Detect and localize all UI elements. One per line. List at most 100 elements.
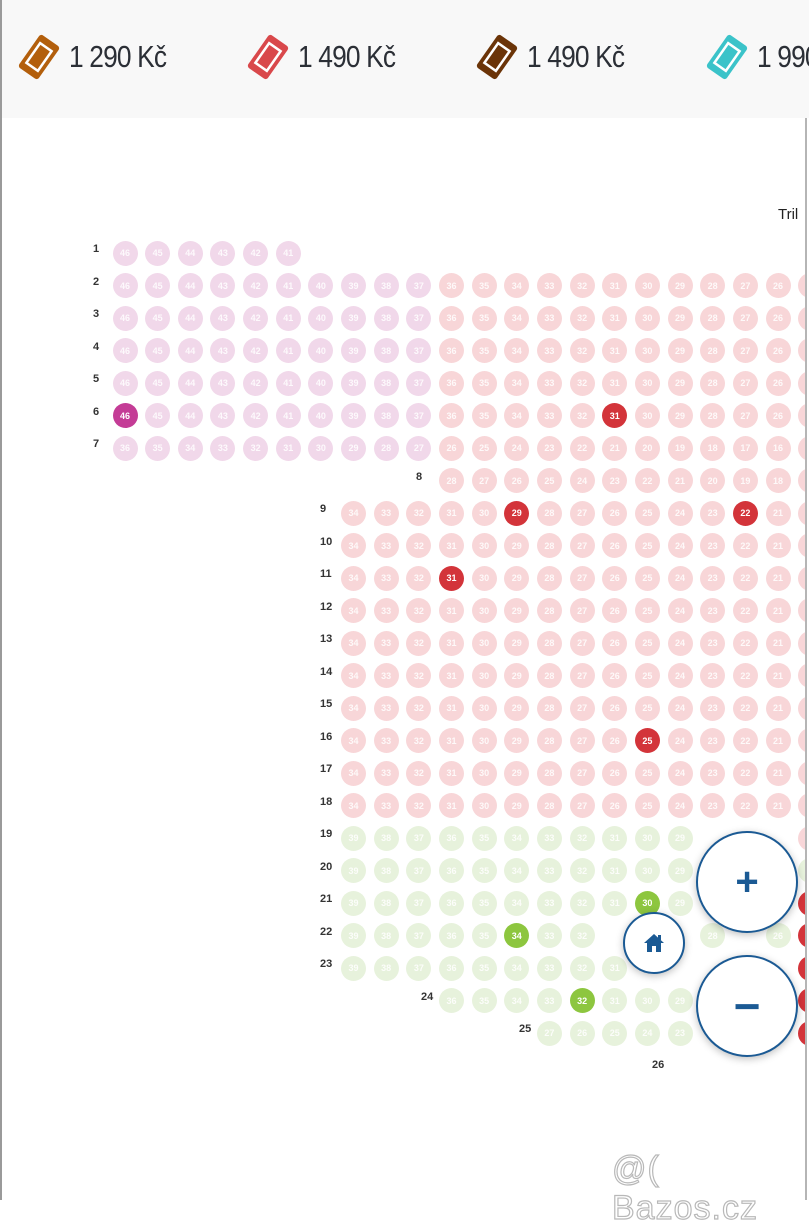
seat[interactable]: 22 <box>732 728 758 753</box>
seat[interactable]: 32 <box>243 435 269 461</box>
seat[interactable]: 37 <box>406 403 432 428</box>
seat[interactable]: 37 <box>406 305 432 331</box>
seat[interactable]: 22 <box>732 533 758 558</box>
seat[interactable]: 29 <box>667 305 693 331</box>
seat[interactable]: 26 <box>569 1020 595 1046</box>
seat[interactable]: 32 <box>406 695 432 721</box>
seat[interactable]: 29 <box>341 435 367 461</box>
seat[interactable]: 46 <box>112 370 138 396</box>
seat[interactable]: 45 <box>145 338 171 363</box>
seat[interactable]: 30 <box>471 728 497 753</box>
seat[interactable]: 46 <box>112 273 138 298</box>
seat[interactable]: 42 <box>243 370 269 396</box>
seat[interactable]: 25 <box>798 338 805 363</box>
seat-selected[interactable]: 46 <box>112 403 138 428</box>
seat[interactable]: 23 <box>700 760 726 786</box>
seat[interactable]: 33 <box>373 695 399 721</box>
seat-selected[interactable]: 22 <box>732 500 758 526</box>
seat[interactable]: 28 <box>536 728 562 753</box>
seat[interactable]: 34 <box>341 500 367 526</box>
seat[interactable]: 29 <box>667 825 693 851</box>
seat[interactable]: 25 <box>634 760 660 786</box>
seat[interactable]: 30 <box>634 403 660 428</box>
seat[interactable]: 25 <box>634 630 660 656</box>
seat[interactable]: 26 <box>602 598 628 623</box>
seat[interactable]: 43 <box>210 273 236 298</box>
seat[interactable]: 20 <box>798 598 805 623</box>
seat[interactable]: 25 <box>798 825 805 851</box>
seat[interactable]: 33 <box>536 858 562 883</box>
seat[interactable]: 38 <box>373 338 399 363</box>
seat[interactable]: 36 <box>439 273 464 298</box>
seat[interactable]: 25 <box>634 565 660 591</box>
seat[interactable]: 42 <box>243 403 269 428</box>
seat[interactable]: 40 <box>308 305 334 331</box>
seat[interactable]: 25 <box>536 468 562 493</box>
seat[interactable]: 34 <box>341 760 367 786</box>
seat[interactable]: 34 <box>504 955 530 981</box>
seat[interactable]: 28 <box>700 273 726 298</box>
seat[interactable]: 18 <box>700 435 726 461</box>
seat[interactable]: 28 <box>700 338 726 363</box>
seat[interactable]: 45 <box>145 273 171 298</box>
seat[interactable]: 20 <box>798 695 805 721</box>
seat-selected[interactable]: 25 <box>798 955 805 981</box>
seat[interactable]: 35 <box>471 988 497 1013</box>
seat[interactable]: 33 <box>373 760 399 786</box>
seat[interactable]: 34 <box>177 435 203 461</box>
seat[interactable]: 25 <box>798 370 805 396</box>
price-item[interactable]: 1 990 Kč <box>705 32 809 82</box>
seat[interactable]: 36 <box>439 825 464 851</box>
seat[interactable]: 43 <box>210 338 236 363</box>
seat[interactable]: 25 <box>798 273 805 298</box>
seat[interactable]: 35 <box>145 435 171 461</box>
seat[interactable]: 35 <box>471 955 497 981</box>
seat[interactable]: 27 <box>732 403 758 428</box>
seat[interactable]: 23 <box>700 663 726 688</box>
seat[interactable]: 24 <box>667 533 693 558</box>
seat[interactable]: 36 <box>439 858 464 883</box>
seat[interactable]: 30 <box>471 760 497 786</box>
seat[interactable]: 29 <box>504 663 530 688</box>
seat[interactable]: 21 <box>667 468 693 493</box>
seat[interactable]: 35 <box>471 273 497 298</box>
seat[interactable]: 39 <box>341 955 367 981</box>
seat[interactable]: 37 <box>406 890 432 916</box>
seat[interactable]: 34 <box>341 565 367 591</box>
seat[interactable]: 37 <box>406 858 432 883</box>
seat[interactable]: 34 <box>341 793 367 818</box>
seat[interactable]: 23 <box>700 500 726 526</box>
seat[interactable]: 34 <box>504 988 530 1013</box>
seat[interactable]: 34 <box>504 273 530 298</box>
seat[interactable]: 28 <box>536 760 562 786</box>
seat[interactable]: 33 <box>373 793 399 818</box>
seat-selected[interactable]: 25 <box>798 923 805 948</box>
seat[interactable]: 33 <box>536 955 562 981</box>
seat[interactable]: 27 <box>569 565 595 591</box>
seat[interactable]: 29 <box>667 338 693 363</box>
seat[interactable]: 32 <box>406 565 432 591</box>
seat[interactable]: 34 <box>341 728 367 753</box>
seat[interactable]: 29 <box>504 630 530 656</box>
seat[interactable]: 27 <box>569 500 595 526</box>
seat[interactable]: 43 <box>210 403 236 428</box>
seat[interactable]: 26 <box>765 338 791 363</box>
seat[interactable]: 27 <box>406 435 432 461</box>
seat[interactable]: 33 <box>536 825 562 851</box>
seat[interactable]: 28 <box>536 565 562 591</box>
seat[interactable]: 32 <box>406 793 432 818</box>
seat[interactable]: 34 <box>341 663 367 688</box>
seat[interactable]: 45 <box>145 240 171 266</box>
seat[interactable]: 20 <box>798 760 805 786</box>
seat[interactable]: 33 <box>536 890 562 916</box>
seat[interactable]: 39 <box>341 338 367 363</box>
seat[interactable]: 39 <box>341 923 367 948</box>
seat[interactable]: 26 <box>602 663 628 688</box>
seat[interactable]: 30 <box>308 435 334 461</box>
seat[interactable]: 31 <box>439 630 464 656</box>
seat[interactable]: 38 <box>373 825 399 851</box>
seat[interactable]: 30 <box>471 598 497 623</box>
seat[interactable]: 32 <box>569 825 595 851</box>
seat[interactable]: 41 <box>275 370 301 396</box>
seat[interactable]: 26 <box>504 468 530 493</box>
